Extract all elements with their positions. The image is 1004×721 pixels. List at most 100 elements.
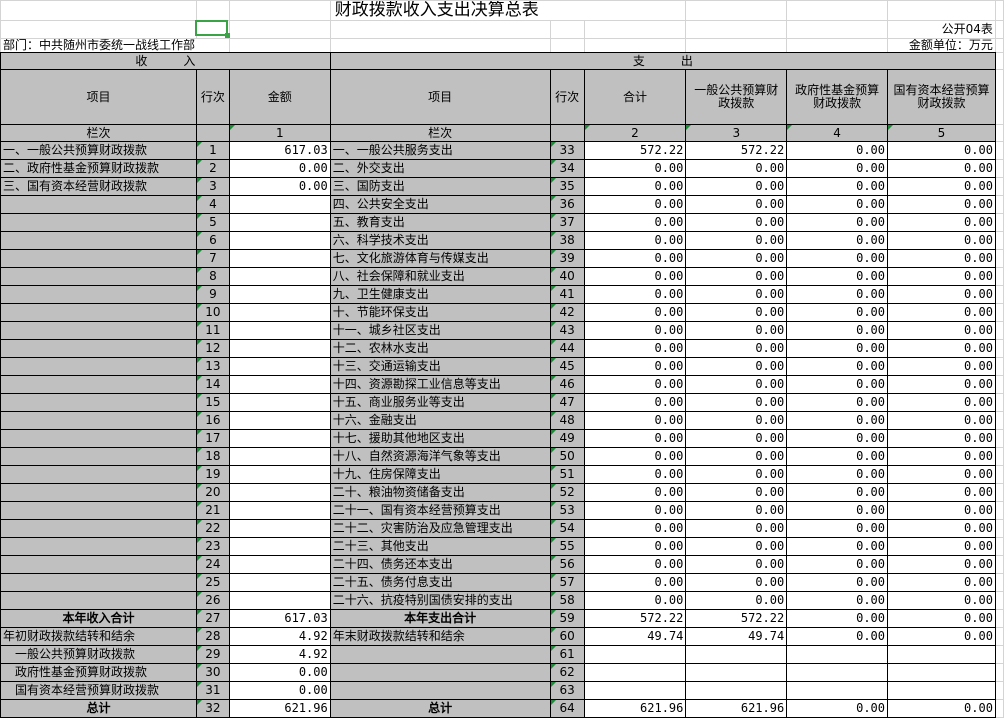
income-row-no[interactable]: 30 [195, 663, 230, 682]
income-item[interactable] [0, 195, 197, 214]
expense-state-capital[interactable]: 0.00 [887, 357, 996, 376]
expense-row-no[interactable]: 46 [549, 375, 585, 394]
income-amount[interactable] [228, 519, 331, 538]
expense-general-budget[interactable]: 0.00 [685, 285, 788, 304]
income-row-no[interactable]: 6 [195, 231, 230, 250]
income-row-no[interactable]: 19 [195, 465, 230, 484]
expense-total[interactable]: 0.00 [583, 519, 687, 538]
expense-total[interactable]: 621.96 [583, 699, 687, 718]
income-amount[interactable] [228, 465, 331, 484]
expense-row-no[interactable]: 63 [549, 681, 585, 700]
expense-general-budget[interactable]: 0.00 [685, 501, 788, 520]
expense-item[interactable]: 十、节能环保支出 [329, 303, 551, 322]
income-row-no[interactable]: 12 [195, 339, 230, 358]
expense-gov-fund[interactable]: 0.00 [786, 285, 888, 304]
expense-total[interactable]: 0.00 [583, 177, 687, 196]
income-amount[interactable]: 617.03 [228, 609, 331, 628]
expense-total[interactable]: 0.00 [583, 267, 687, 286]
expense-item[interactable] [329, 681, 551, 700]
expense-gov-fund[interactable]: 0.00 [786, 447, 888, 466]
expense-item[interactable]: 三、国防支出 [329, 177, 551, 196]
expense-gov-fund[interactable]: 0.00 [786, 321, 888, 340]
expense-general-budget[interactable]: 0.00 [685, 249, 788, 268]
income-item[interactable] [0, 429, 197, 448]
expense-general-budget[interactable]: 0.00 [685, 177, 788, 196]
expense-row-no[interactable]: 62 [549, 663, 585, 682]
income-item[interactable] [0, 483, 197, 502]
expense-item[interactable]: 九、卫生健康支出 [329, 285, 551, 304]
expense-general-budget[interactable]: 0.00 [685, 231, 788, 250]
income-amount[interactable]: 621.96 [228, 699, 331, 718]
income-item[interactable] [0, 375, 197, 394]
expense-row-no[interactable]: 57 [549, 573, 585, 592]
expense-general-budget[interactable]: 0.00 [685, 537, 788, 556]
expense-total[interactable]: 0.00 [583, 213, 687, 232]
expense-general-budget[interactable] [685, 663, 788, 682]
income-row-no[interactable]: 7 [195, 249, 230, 268]
income-amount[interactable] [228, 321, 331, 340]
expense-row-no[interactable]: 53 [549, 501, 585, 520]
expense-item[interactable]: 十六、金融支出 [329, 411, 551, 430]
expense-gov-fund[interactable] [786, 663, 888, 682]
expense-gov-fund[interactable]: 0.00 [786, 159, 888, 178]
expense-general-budget[interactable]: 0.00 [685, 321, 788, 340]
expense-row-no[interactable]: 35 [549, 177, 585, 196]
income-amount[interactable] [228, 303, 331, 322]
income-item[interactable] [0, 555, 197, 574]
expense-total[interactable] [583, 645, 687, 664]
income-row-no[interactable]: 29 [195, 645, 230, 664]
income-item[interactable]: 国有资本经营预算财政拨款 [0, 681, 197, 700]
expense-state-capital[interactable]: 0.00 [887, 195, 996, 214]
expense-state-capital[interactable]: 0.00 [887, 393, 996, 412]
expense-total[interactable]: 0.00 [583, 411, 687, 430]
income-row-no[interactable]: 21 [195, 501, 230, 520]
expense-total[interactable]: 0.00 [583, 303, 687, 322]
expense-state-capital[interactable]: 0.00 [887, 339, 996, 358]
income-item[interactable] [0, 285, 197, 304]
expense-gov-fund[interactable]: 0.00 [786, 411, 888, 430]
income-amount[interactable]: 617.03 [228, 141, 331, 160]
income-amount[interactable] [228, 339, 331, 358]
expense-row-no[interactable]: 56 [549, 555, 585, 574]
expense-total[interactable]: 572.22 [583, 141, 687, 160]
income-item[interactable] [0, 303, 197, 322]
expense-general-budget[interactable]: 0.00 [685, 393, 788, 412]
income-amount[interactable] [228, 537, 331, 556]
expense-general-budget[interactable]: 0.00 [685, 267, 788, 286]
income-item[interactable] [0, 249, 197, 268]
income-amount[interactable] [228, 249, 331, 268]
expense-general-budget[interactable]: 49.74 [685, 627, 788, 646]
expense-row-no[interactable]: 51 [549, 465, 585, 484]
expense-gov-fund[interactable]: 0.00 [786, 609, 888, 628]
expense-item[interactable] [329, 663, 551, 682]
expense-row-no[interactable]: 33 [549, 141, 585, 160]
expense-gov-fund[interactable]: 0.00 [786, 393, 888, 412]
income-item[interactable] [0, 267, 197, 286]
expense-gov-fund[interactable]: 0.00 [786, 303, 888, 322]
expense-total[interactable]: 0.00 [583, 285, 687, 304]
expense-gov-fund[interactable]: 0.00 [786, 519, 888, 538]
expense-row-no[interactable]: 38 [549, 231, 585, 250]
expense-item[interactable]: 十二、农林水支出 [329, 339, 551, 358]
expense-general-budget[interactable]: 0.00 [685, 357, 788, 376]
expense-general-budget[interactable]: 0.00 [685, 447, 788, 466]
income-item[interactable] [0, 393, 197, 412]
expense-item[interactable]: 二十一、国有资本经营预算支出 [329, 501, 551, 520]
expense-general-budget[interactable]: 0.00 [685, 483, 788, 502]
income-row-no[interactable]: 15 [195, 393, 230, 412]
expense-state-capital[interactable]: 0.00 [887, 141, 996, 160]
expense-row-no[interactable]: 47 [549, 393, 585, 412]
income-row-no[interactable]: 32 [195, 699, 230, 718]
expense-state-capital[interactable]: 0.00 [887, 321, 996, 340]
income-row-no[interactable]: 16 [195, 411, 230, 430]
expense-state-capital[interactable]: 0.00 [887, 375, 996, 394]
income-amount[interactable] [228, 447, 331, 466]
income-item[interactable]: 一、一般公共预算财政拨款 [0, 141, 197, 160]
expense-gov-fund[interactable]: 0.00 [786, 231, 888, 250]
expense-item[interactable]: 二、外交支出 [329, 159, 551, 178]
income-row-no[interactable]: 10 [195, 303, 230, 322]
income-row-no[interactable]: 8 [195, 267, 230, 286]
expense-gov-fund[interactable]: 0.00 [786, 177, 888, 196]
income-item[interactable] [0, 465, 197, 484]
expense-total[interactable]: 0.00 [583, 537, 687, 556]
